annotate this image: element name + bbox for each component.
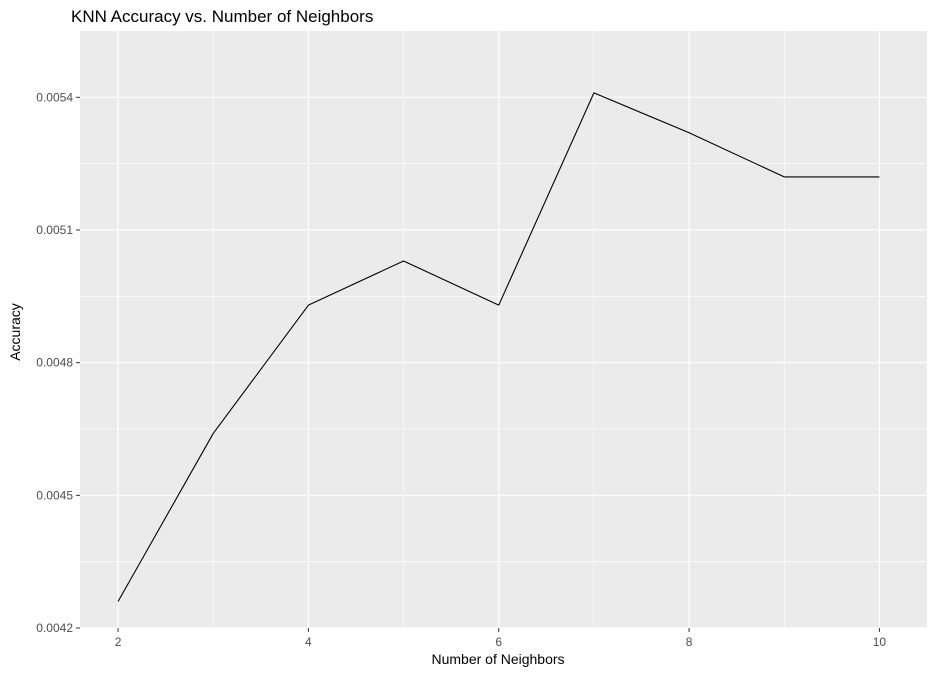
y-tick-label: 0.0051 [36,223,73,237]
grid-major [80,31,927,629]
x-tick-label: 2 [115,635,122,649]
plot-panel [80,31,927,628]
axis-ticks [76,96,880,632]
series-line [117,92,880,602]
grid-minor [80,31,927,628]
x-axis-title: Number of Neighbors [431,651,564,667]
y-tick-label: 0.0054 [36,90,73,104]
y-tick-label: 0.0042 [36,621,73,635]
axis-tick-labels: 2 4 6 8 10 0.0042 0.0045 0.0048 0.0051 0.0054 [36,90,886,649]
series-group [117,92,880,602]
x-tick-label: 10 [873,635,887,649]
y-tick-label: 0.0048 [36,356,73,370]
y-axis-title: Accuracy [7,303,23,361]
x-tick-label: 8 [686,635,693,649]
y-tick-label: 0.0045 [36,488,73,502]
chart-title: KNN Accuracy vs. Number of Neighbors [71,7,373,26]
x-tick-label: 6 [495,635,502,649]
x-tick-label: 4 [305,635,312,649]
